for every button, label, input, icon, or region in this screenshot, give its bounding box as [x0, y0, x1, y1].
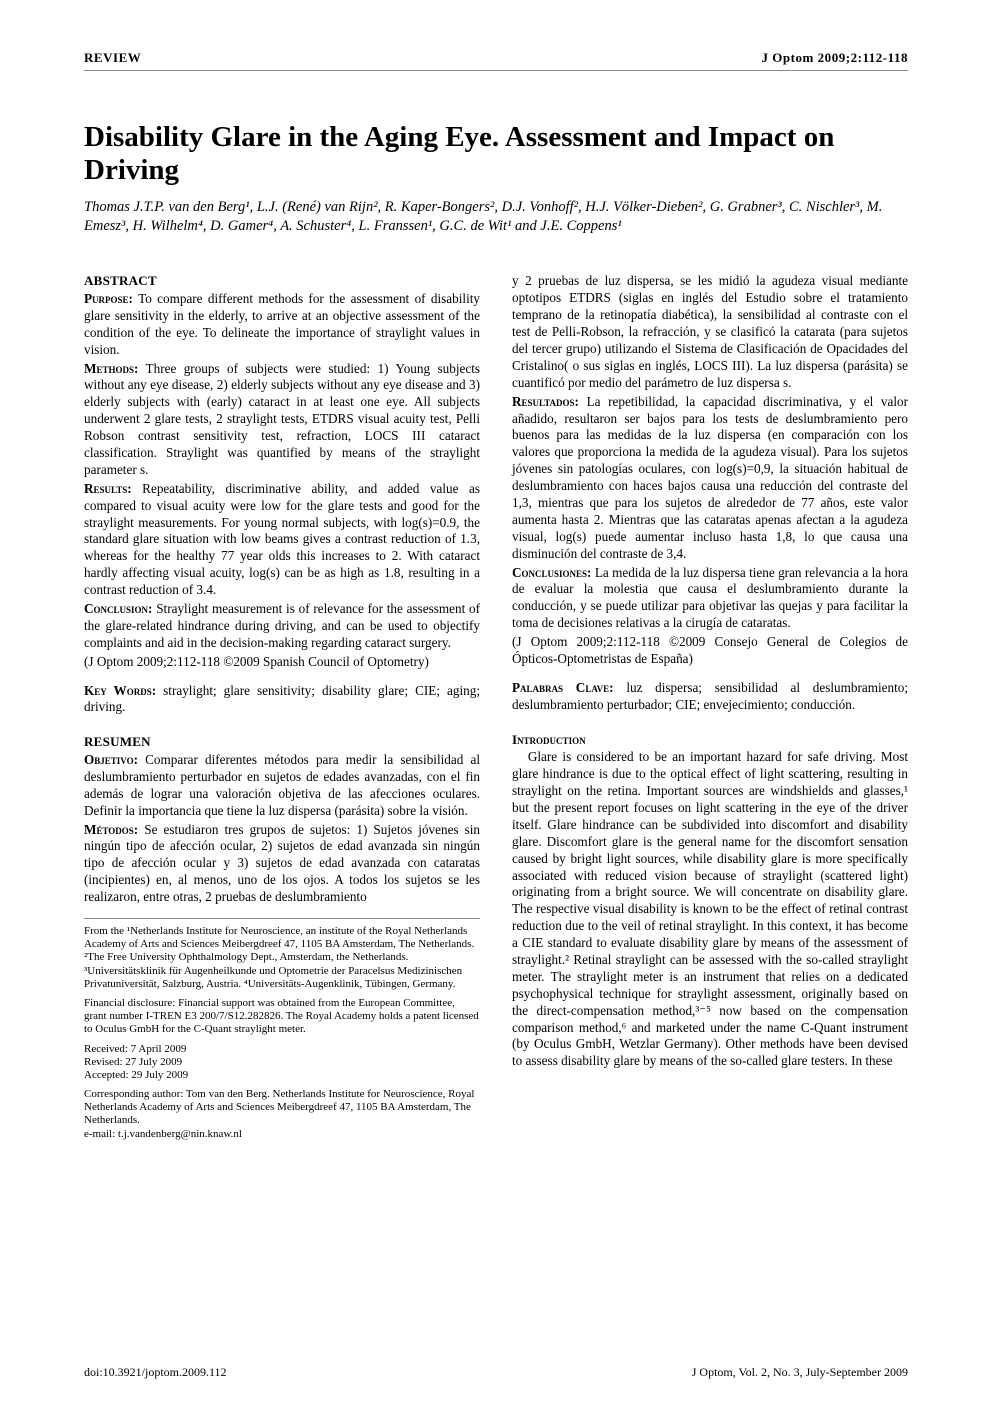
- revised-date: Revised: 27 July 2009: [84, 1056, 480, 1069]
- keywords: Key Words: straylight; glare sensitivity…: [84, 683, 480, 717]
- objetivo-label: Objetivo:: [84, 752, 138, 767]
- abstract-methods: Methods: Three groups of subjects were s…: [84, 361, 480, 479]
- header-section: REVIEW: [84, 50, 141, 66]
- resumen-metodos-cont: y 2 pruebas de luz dispersa, se les midi…: [512, 273, 908, 391]
- page: REVIEW J Optom 2009;2:112-118 Disability…: [0, 0, 992, 1402]
- introduction-body: Glare is considered to be an important h…: [512, 749, 908, 1070]
- article-title: Disability Glare in the Aging Eye. Asses…: [84, 121, 908, 188]
- abstract-purpose: Purpose: To compare different methods fo…: [84, 291, 480, 359]
- objetivo-text: Comparar diferentes métodos para medir l…: [84, 752, 480, 818]
- palabras-clave: Palabras Clave: luz dispersa; sensibilid…: [512, 680, 908, 714]
- abstract-results: Results: Repeatability, discriminative a…: [84, 481, 480, 599]
- keywords-label: Key Words:: [84, 683, 156, 698]
- introduction-heading: Introduction: [512, 732, 908, 749]
- resultados-text: La repetibilidad, la capacidad discrimin…: [512, 394, 908, 561]
- accepted-date: Accepted: 29 July 2009: [84, 1069, 480, 1082]
- palabras-label: Palabras Clave:: [512, 680, 614, 695]
- corresponding-author: Corresponding author: Tom van den Berg. …: [84, 1088, 480, 1128]
- two-column-body: ABSTRACT Purpose: To compare different m…: [84, 273, 908, 1140]
- resultados-label: Resultados:: [512, 394, 579, 409]
- conclusion-label: Conclusion:: [84, 601, 152, 616]
- header-citation: J Optom 2009;2:112-118: [762, 50, 909, 66]
- abstract-citation: (J Optom 2009;2:112-118 ©2009 Spanish Co…: [84, 654, 480, 671]
- running-header: REVIEW J Optom 2009;2:112-118: [84, 50, 908, 71]
- purpose-label: Purpose:: [84, 291, 133, 306]
- affiliations-from: From the ¹Netherlands Institute for Neur…: [84, 925, 480, 991]
- metodos-text: Se estudiaron tres grupos de sujetos: 1)…: [84, 822, 480, 905]
- purpose-text: To compare different methods for the ass…: [84, 291, 480, 357]
- conclusiones-label: Conclusiones:: [512, 565, 591, 580]
- methods-label: Methods:: [84, 361, 138, 376]
- resumen-metodos: Métodos: Se estudiaron tres grupos de su…: [84, 822, 480, 906]
- resumen-heading: RESUMEN: [84, 734, 480, 751]
- footer-doi: doi:10.3921/joptom.2009.112: [84, 1365, 227, 1380]
- abstract-heading: ABSTRACT: [84, 273, 480, 290]
- financial-disclosure: Financial disclosure: Financial support …: [84, 997, 480, 1037]
- corresponding-email: e-mail: t.j.vandenberg@nin.knaw.nl: [84, 1128, 480, 1141]
- methods-text: Three groups of subjects were studied: 1…: [84, 361, 480, 477]
- resumen-resultados: Resultados: La repetibilidad, la capacid…: [512, 394, 908, 563]
- results-text: Repeatability, discriminative ability, a…: [84, 481, 480, 597]
- resumen-objetivo: Objetivo: Comparar diferentes métodos pa…: [84, 752, 480, 820]
- abstract-conclusion: Conclusion: Straylight measurement is of…: [84, 601, 480, 652]
- footer-issue: J Optom, Vol. 2, No. 3, July-September 2…: [692, 1365, 908, 1380]
- resumen-citation: (J Optom 2009;2:112-118 ©2009 Consejo Ge…: [512, 634, 908, 668]
- metodos-label: Métodos:: [84, 822, 138, 837]
- resumen-conclusiones: Conclusiones: La medida de la luz disper…: [512, 565, 908, 633]
- received-date: Received: 7 April 2009: [84, 1043, 480, 1056]
- page-footer: doi:10.3921/joptom.2009.112 J Optom, Vol…: [84, 1365, 908, 1380]
- author-list: Thomas J.T.P. van den Berg¹, L.J. (René)…: [84, 198, 908, 236]
- results-label: Results:: [84, 481, 132, 496]
- affiliations-block: From the ¹Netherlands Institute for Neur…: [84, 918, 480, 1141]
